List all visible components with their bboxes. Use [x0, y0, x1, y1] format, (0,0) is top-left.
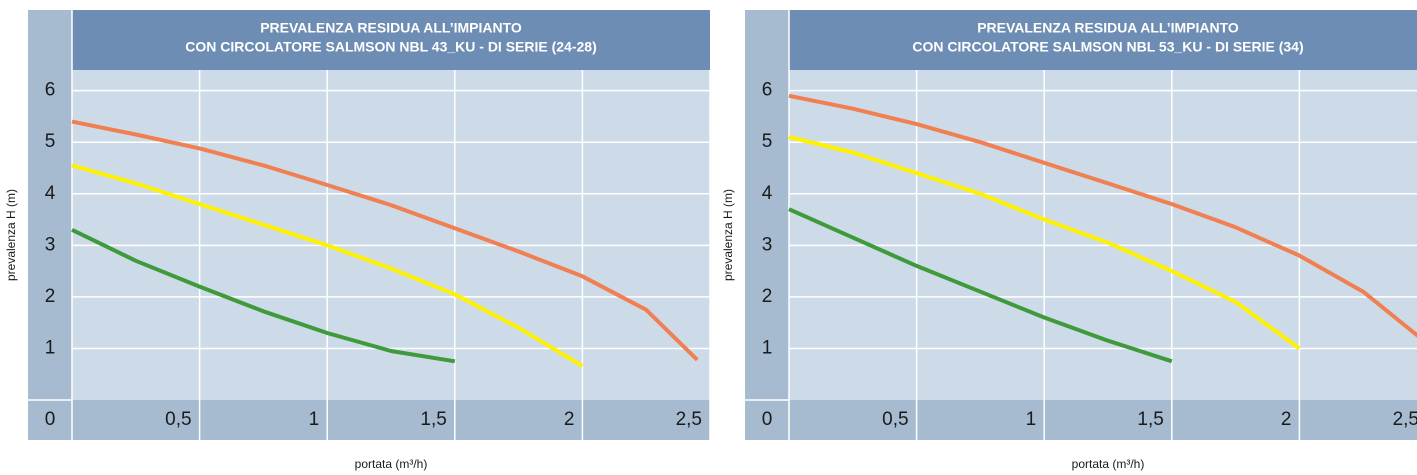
curve: [71, 119, 699, 362]
chart-subtitle: CON CIRCOLATORE SALMSON NBL 43_KU - DI S…: [185, 39, 597, 55]
y-tick-label: 5: [45, 131, 56, 152]
x-tick-label: 2: [1281, 409, 1292, 430]
curve: [788, 135, 1301, 351]
plot-area: [72, 70, 710, 400]
x-tick-label: 1: [309, 409, 320, 430]
y-tick-label: 6: [45, 80, 56, 101]
chart-title: PREVALENZA RESIDUA ALL’IMPIANTO: [260, 20, 522, 36]
y-tick-label: 3: [45, 234, 56, 255]
y-axis-strip: [745, 10, 789, 440]
chart-title: PREVALENZA RESIDUA ALL’IMPIANTO: [977, 20, 1239, 36]
x-tick-label: 0,5: [882, 409, 908, 430]
x-axis-label: portata (m³/h): [1072, 457, 1145, 471]
title-band: [72, 10, 710, 70]
plot-area: [789, 70, 1417, 400]
x-axis-strip: [789, 400, 1417, 440]
y-tick-label: 5: [762, 131, 773, 152]
x-tick-label: 1: [1026, 409, 1037, 430]
chart-subtitle: CON CIRCOLATORE SALMSON NBL 53_KU - DI S…: [912, 39, 1303, 55]
y-tick-label: 2: [762, 286, 773, 307]
y-axis-label: prevalenza H (m): [721, 189, 735, 281]
curve: [788, 93, 1417, 338]
x-tick-label: 2,5: [1393, 409, 1417, 430]
y-tick-label: 0: [762, 409, 773, 430]
curve: [71, 163, 584, 368]
x-axis-label: portata (m³/h): [355, 457, 428, 471]
y-tick-label: 1: [45, 337, 56, 358]
y-tick-label: 3: [762, 234, 773, 255]
y-axis-label: prevalenza H (m): [4, 189, 18, 281]
x-tick-label: 2,5: [676, 409, 702, 430]
x-tick-label: 2: [564, 409, 575, 430]
x-axis-strip: [72, 400, 710, 440]
x-tick-label: 1,5: [1137, 409, 1163, 430]
y-tick-label: 1: [762, 337, 773, 358]
curve: [788, 207, 1173, 364]
title-band: [789, 10, 1417, 70]
y-tick-label: 0: [45, 409, 56, 430]
y-tick-label: 4: [762, 183, 773, 204]
y-tick-label: 4: [45, 183, 56, 204]
y-tick-label: 2: [45, 286, 56, 307]
x-tick-label: 1,5: [420, 409, 446, 430]
x-tick-label: 0,5: [165, 409, 191, 430]
y-tick-label: 6: [762, 80, 773, 101]
curve: [71, 228, 456, 364]
y-axis-strip: [28, 10, 72, 440]
